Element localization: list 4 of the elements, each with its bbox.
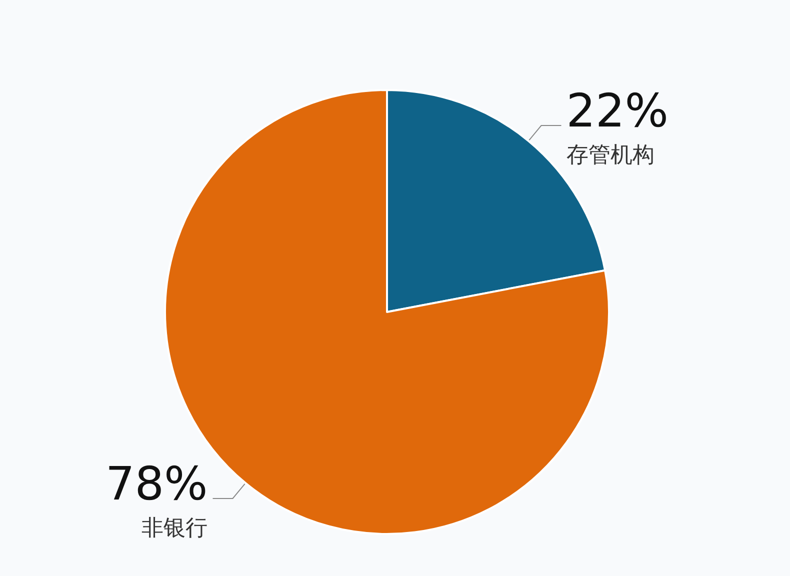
data-label: 22% xyxy=(566,84,669,138)
slice-label: 非银行 xyxy=(142,516,208,541)
slice-label: 存管机构 xyxy=(566,143,654,168)
data-label: 78% xyxy=(105,456,208,510)
